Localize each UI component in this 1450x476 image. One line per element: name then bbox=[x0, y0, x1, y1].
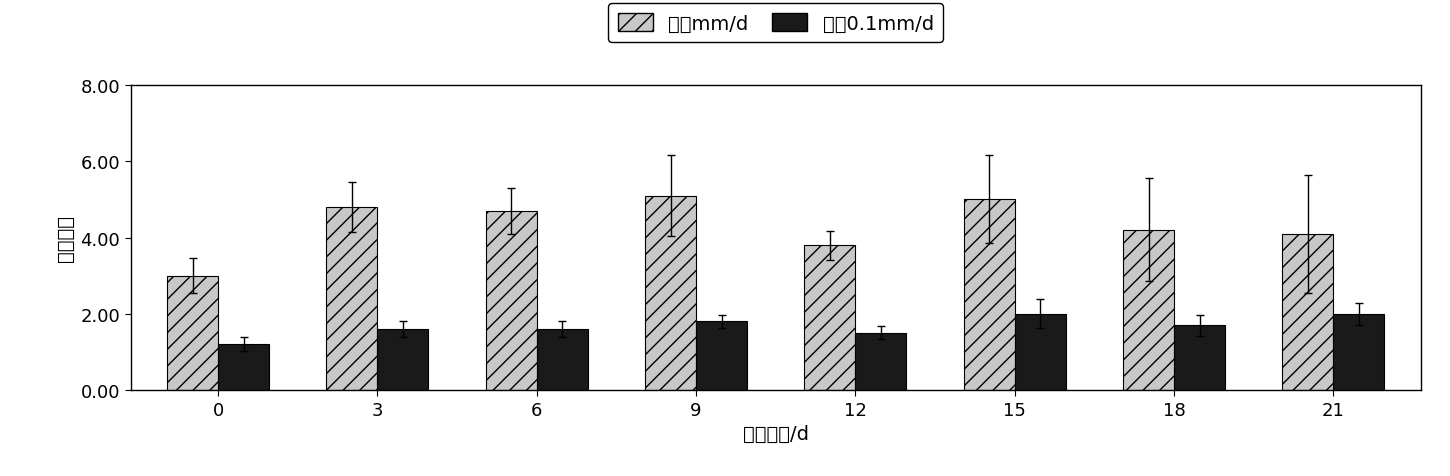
Legend: 株高mm/d, 直径0.1mm/d: 株高mm/d, 直径0.1mm/d bbox=[608, 4, 944, 43]
Bar bbox=[805, 246, 856, 390]
Bar bbox=[486, 211, 536, 390]
Bar bbox=[536, 329, 587, 390]
Bar bbox=[1334, 314, 1385, 390]
Bar bbox=[964, 200, 1015, 390]
Bar bbox=[218, 345, 270, 390]
X-axis label: 存放时间/d: 存放时间/d bbox=[742, 424, 809, 443]
Y-axis label: 生长速率: 生长速率 bbox=[55, 215, 75, 261]
Bar bbox=[645, 196, 696, 390]
Bar bbox=[377, 329, 428, 390]
Bar bbox=[326, 208, 377, 390]
Bar bbox=[696, 322, 747, 390]
Bar bbox=[1282, 234, 1334, 390]
Bar bbox=[1124, 230, 1174, 390]
Bar bbox=[856, 333, 906, 390]
Bar bbox=[1174, 326, 1225, 390]
Bar bbox=[167, 276, 218, 390]
Bar bbox=[1015, 314, 1066, 390]
